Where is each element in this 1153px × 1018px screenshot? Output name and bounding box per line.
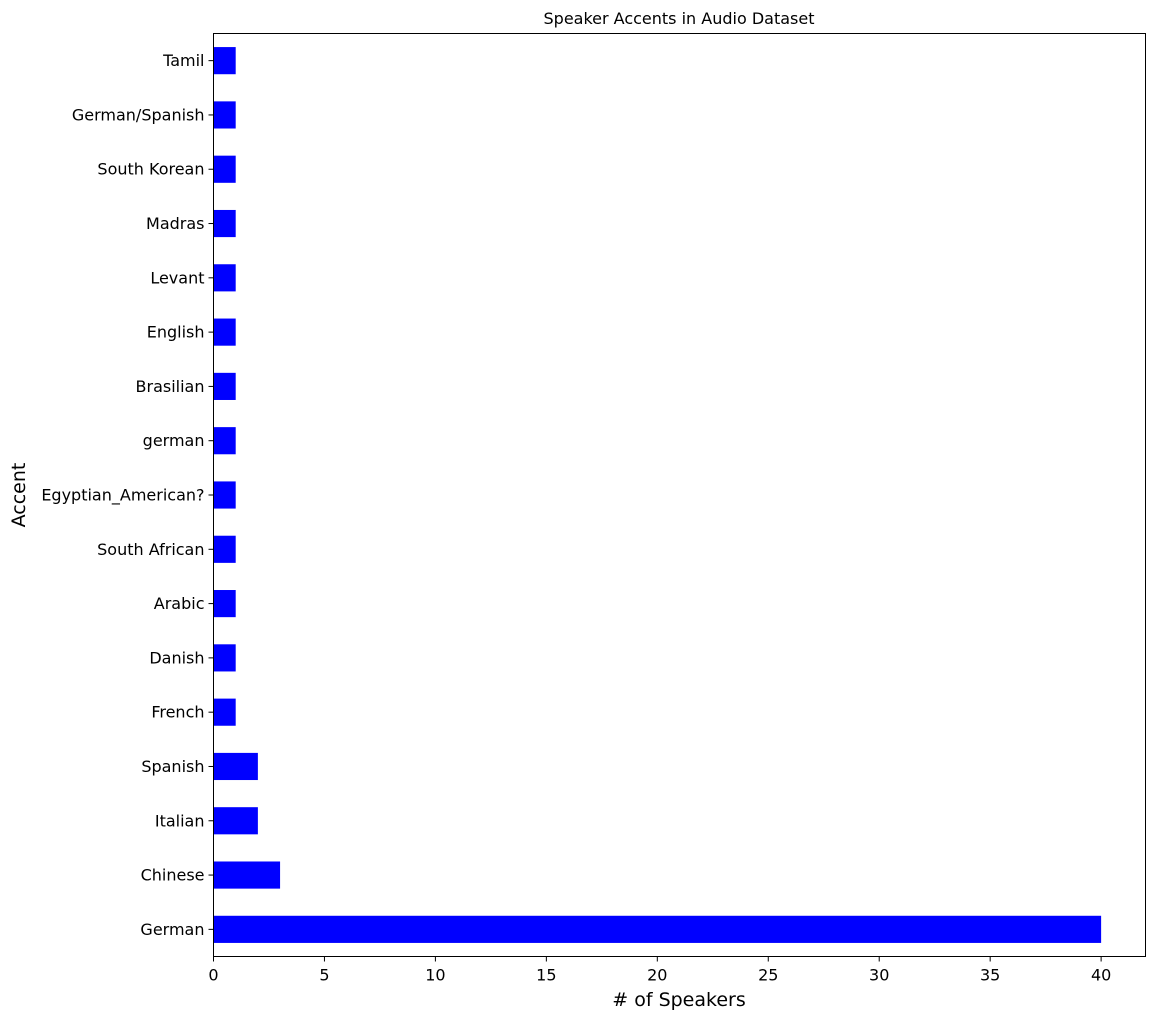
y-axis: German Chinese Italian Spanish French Danish A…	[41, 51, 214, 939]
bar-11	[213, 318, 236, 346]
y-tick-label: South African	[97, 540, 204, 559]
x-tick-label: 20	[647, 966, 667, 985]
bars-group	[213, 47, 1102, 943]
y-axis-label: Accent	[8, 463, 30, 528]
bar-12	[213, 264, 236, 292]
bar-15	[213, 101, 236, 129]
x-tick-label: 25	[758, 966, 778, 985]
y-tick-label: South Korean	[97, 160, 204, 179]
bar-4	[213, 698, 236, 726]
y-tick-label: Italian	[155, 811, 205, 830]
y-tick-label: German	[140, 920, 204, 939]
y-tick-label: German/Spanish	[72, 105, 205, 124]
y-tick-label: german	[143, 431, 205, 450]
bar-16	[213, 47, 236, 75]
x-axis: 0 5 10 15 20 25 30 35 40	[208, 956, 1111, 985]
x-tick-label: 5	[319, 966, 329, 985]
x-axis-label: # of Speakers	[612, 989, 746, 1011]
x-tick-label: 10	[425, 966, 445, 985]
y-tick-label: Levant	[150, 268, 204, 287]
bar-14	[213, 155, 236, 183]
y-tick-label: Tamil	[162, 51, 204, 70]
y-tick-label: Chinese	[141, 866, 205, 885]
bar-7	[213, 535, 236, 563]
bar-10	[213, 372, 236, 400]
y-tick-label: Spanish	[141, 757, 204, 776]
bar-9	[213, 427, 236, 455]
x-tick-label: 15	[536, 966, 556, 985]
bar-5	[213, 644, 236, 672]
y-tick-label: Egyptian_American?	[41, 486, 204, 506]
plot-frame	[213, 33, 1146, 957]
bar-2	[213, 807, 258, 835]
chart-title: Speaker Accents in Audio Dataset	[544, 9, 815, 28]
x-tick-label: 40	[1091, 966, 1111, 985]
y-tick-label: Arabic	[154, 594, 205, 613]
y-tick-label: Brasilian	[136, 377, 205, 396]
bar-8	[213, 481, 236, 509]
x-tick-label: 30	[869, 966, 889, 985]
bar-1	[213, 861, 281, 889]
y-tick-label: English	[147, 323, 205, 342]
bar-3	[213, 752, 258, 781]
bar-0	[213, 915, 1102, 943]
y-tick-label: French	[151, 703, 204, 722]
y-tick-label: Danish	[149, 648, 204, 667]
x-tick-label: 0	[208, 966, 218, 985]
y-tick-label: Madras	[146, 214, 204, 233]
bar-6	[213, 590, 236, 618]
x-tick-label: 35	[980, 966, 1000, 985]
bar-13	[213, 209, 236, 238]
